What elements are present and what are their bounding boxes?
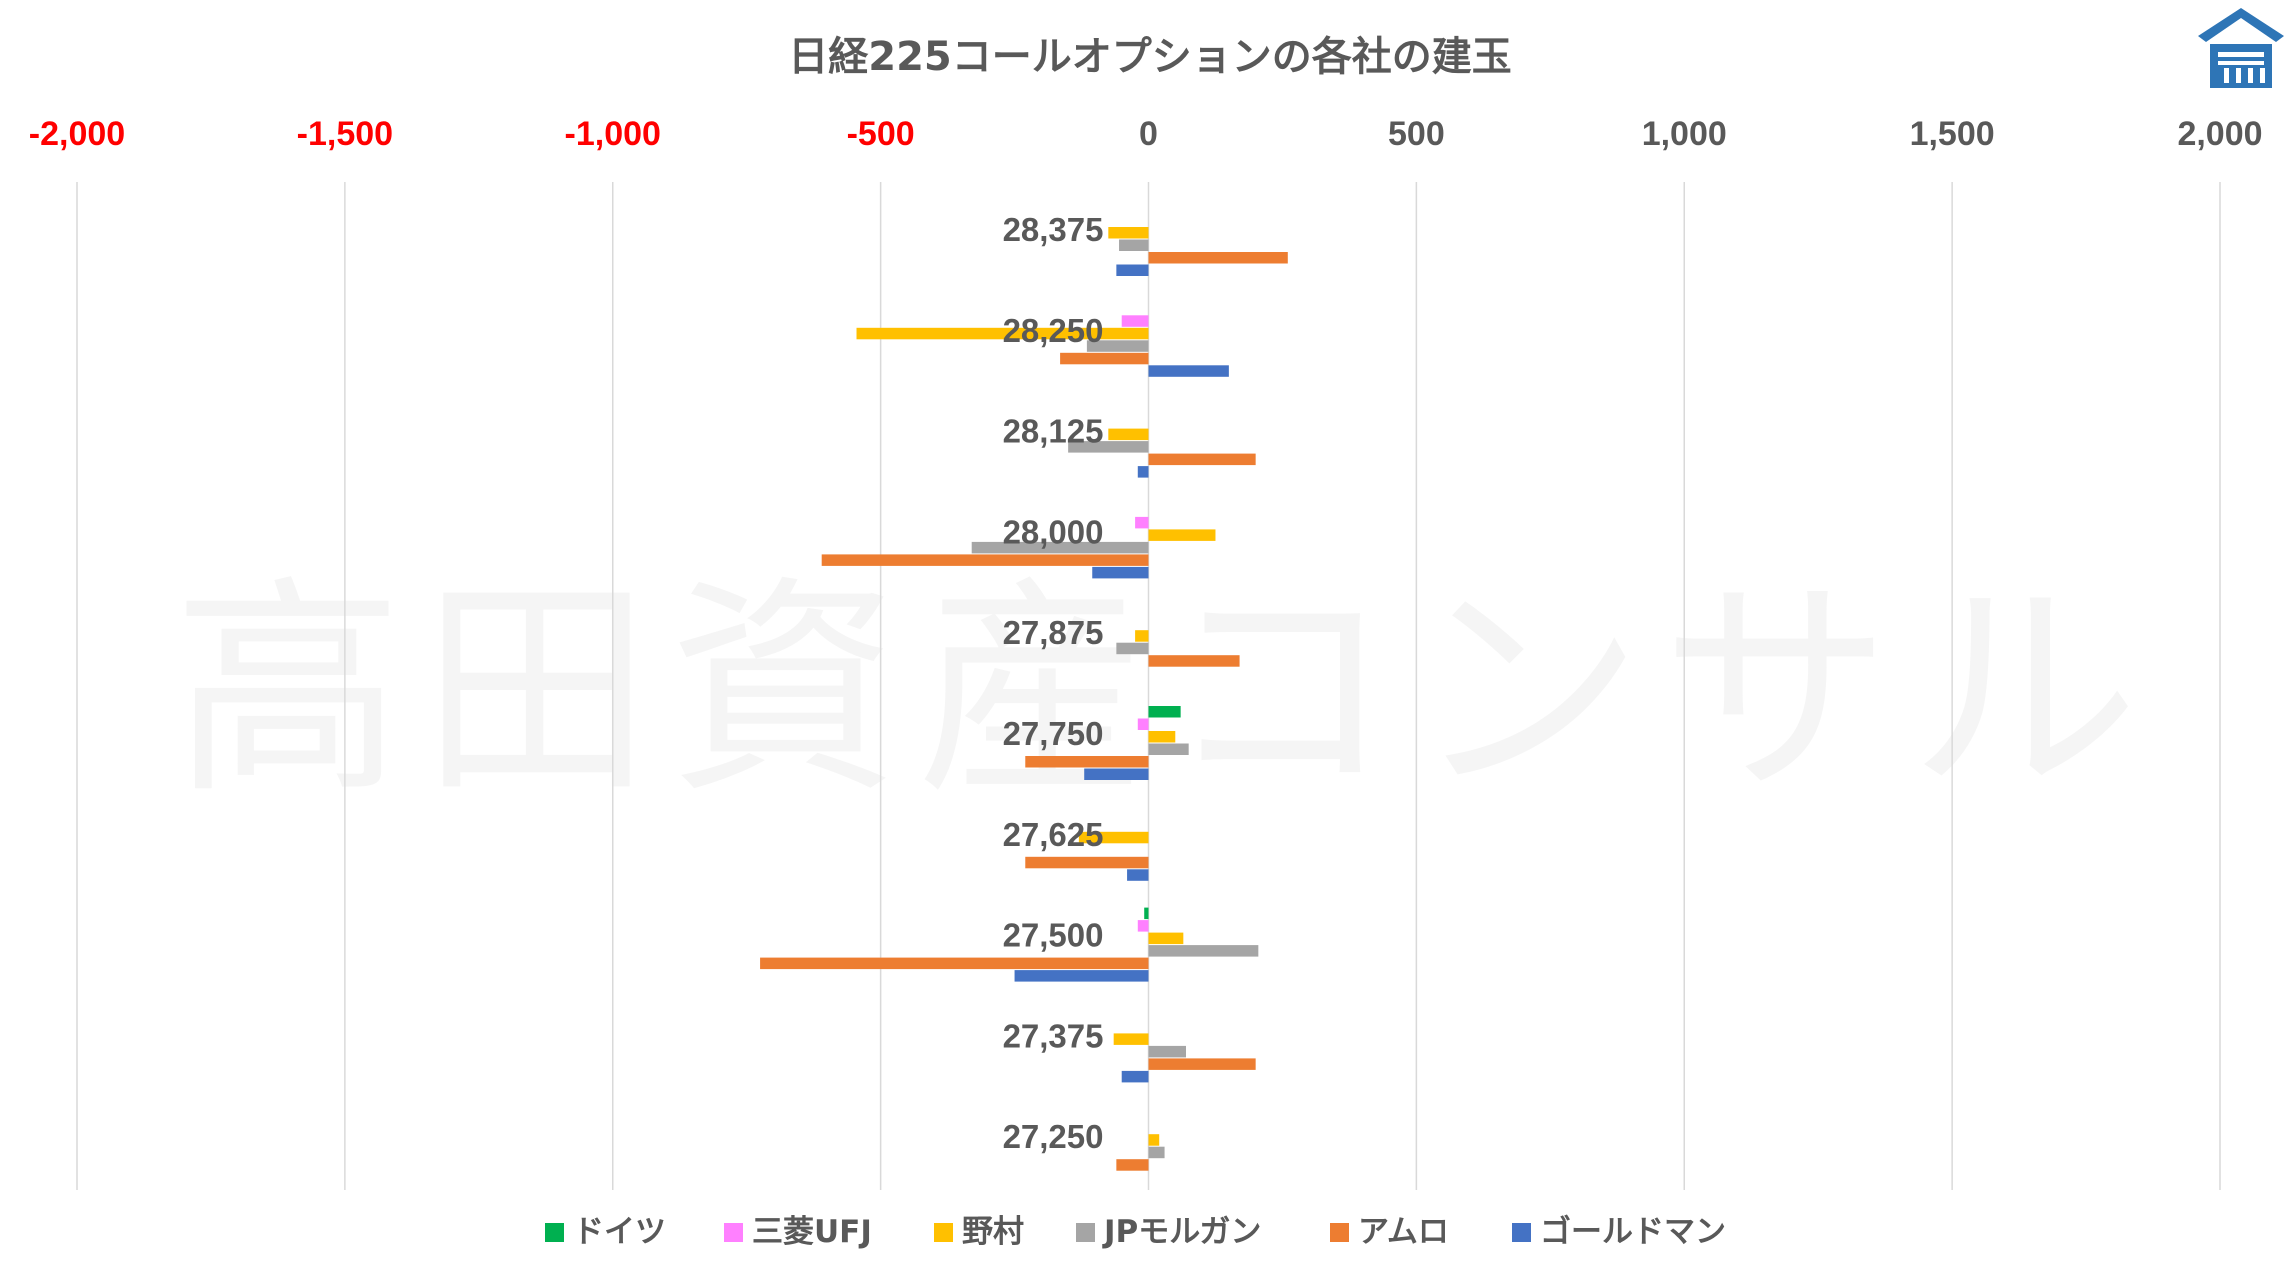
legend-label: 野村 xyxy=(962,1214,1024,1250)
category-label: 27,625 xyxy=(1003,816,1104,853)
legend-label: ドイツ xyxy=(573,1214,666,1250)
bar xyxy=(1108,227,1149,239)
bar xyxy=(1148,655,1240,667)
bar xyxy=(1137,920,1149,932)
bar xyxy=(1137,466,1149,478)
category-label: 27,500 xyxy=(1003,917,1104,954)
bar xyxy=(1068,441,1149,453)
legend-label: 三菱UFJ xyxy=(752,1214,872,1250)
bar xyxy=(1135,630,1149,642)
bar xyxy=(1148,706,1181,718)
bar xyxy=(1148,1134,1160,1146)
bar xyxy=(1084,768,1149,780)
x-tick-label: -1,500 xyxy=(297,115,393,153)
bar xyxy=(1148,453,1256,466)
legend-label: ゴールドマン xyxy=(1540,1214,1726,1250)
x-tick-label: -500 xyxy=(847,115,915,153)
bar xyxy=(1121,315,1149,327)
bar xyxy=(1135,516,1149,529)
legend-swatch xyxy=(1330,1223,1349,1242)
x-tick-label: 1,000 xyxy=(1642,115,1727,153)
bar xyxy=(1086,340,1149,352)
bar xyxy=(1148,731,1176,743)
bar xyxy=(1148,252,1288,264)
bar xyxy=(760,957,1149,970)
bars xyxy=(760,227,1288,1171)
category-label: 28,125 xyxy=(1003,413,1104,450)
category-label: 28,250 xyxy=(1003,312,1104,349)
x-tick-label: -2,000 xyxy=(29,115,125,153)
x-tick-label: -1,000 xyxy=(565,115,661,153)
category-label: 27,375 xyxy=(1003,1017,1104,1054)
house-building-logo-icon xyxy=(2198,8,2284,88)
category-label: 27,875 xyxy=(1003,614,1104,651)
bar xyxy=(1014,970,1149,982)
category-labels: 28,375 28,250 28,125 28,000 27,875 27,750 27,6… xyxy=(1003,211,1104,1155)
legend-label: JPモルガン xyxy=(1102,1214,1261,1250)
bar xyxy=(1127,869,1149,881)
x-tick-label: 2,000 xyxy=(2177,115,2262,153)
x-axis-ticks: -2,000 -1,500 -1,000 -500 0 500 1,000 1,500 2,00… xyxy=(29,115,2263,153)
x-tick-label: 1,500 xyxy=(1910,115,1995,153)
bar xyxy=(1144,907,1149,920)
bar xyxy=(1148,1045,1187,1058)
legend-label: アムロ xyxy=(1358,1214,1449,1250)
category-label: 28,000 xyxy=(1003,513,1104,550)
bar xyxy=(1116,264,1149,276)
chart-title: 日経225コールオプションの各社の建玉 xyxy=(788,34,1512,80)
bar xyxy=(971,541,1149,554)
bar xyxy=(1121,1070,1149,1083)
bar xyxy=(1148,743,1189,755)
legend-swatch xyxy=(724,1223,743,1242)
legend-swatch xyxy=(1076,1223,1095,1242)
x-tick-label: 0 xyxy=(1139,115,1158,153)
watermark-text: 高田資産コンサル xyxy=(173,558,2157,825)
legend-swatch xyxy=(545,1223,564,1242)
category-label: 27,750 xyxy=(1003,715,1104,752)
bar xyxy=(1148,529,1216,541)
bar xyxy=(1119,239,1149,251)
bar xyxy=(1116,1159,1149,1171)
bar xyxy=(1116,642,1149,655)
bar xyxy=(1108,428,1149,441)
bar xyxy=(1148,945,1259,957)
legend-swatch xyxy=(934,1223,953,1242)
bar xyxy=(1148,365,1229,377)
bar xyxy=(1148,1058,1256,1070)
category-label: 27,250 xyxy=(1003,1118,1104,1155)
x-tick-label: 500 xyxy=(1388,115,1445,153)
bar xyxy=(1060,352,1149,365)
bar xyxy=(1148,1146,1165,1159)
bar xyxy=(1148,932,1184,945)
bar xyxy=(856,327,1149,340)
bar xyxy=(1113,1033,1149,1045)
bar xyxy=(1092,566,1149,579)
legend-swatch xyxy=(1512,1223,1531,1242)
bar xyxy=(1025,756,1149,768)
legend: ドイツ 三菱UFJ 野村 JPモルガン アムロ ゴールドマン xyxy=(545,1214,1726,1250)
category-label: 28,375 xyxy=(1003,211,1104,248)
bar xyxy=(1137,718,1149,730)
bar xyxy=(1025,856,1149,869)
bar xyxy=(821,554,1149,566)
bar xyxy=(1078,831,1149,844)
